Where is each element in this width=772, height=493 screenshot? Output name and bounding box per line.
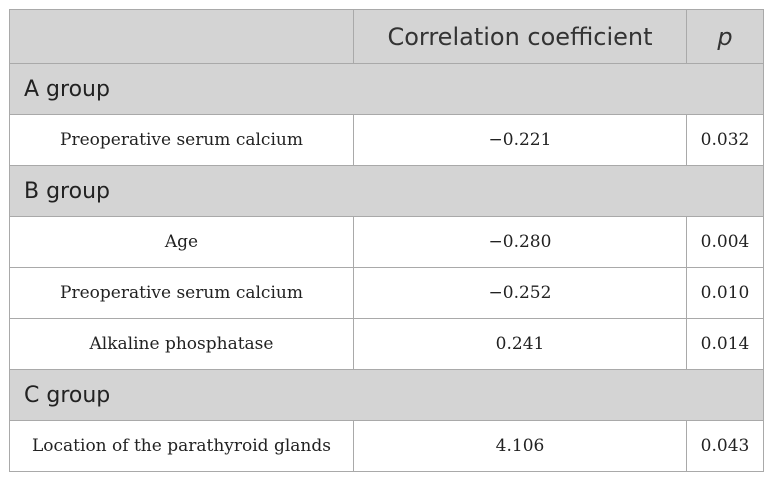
variable-cell: Preoperative serum calcium	[9, 114, 354, 166]
p-value-cell: 0.014	[686, 318, 764, 370]
p-value-cell: 0.043	[686, 420, 764, 472]
header-row: Correlation coefficient p	[9, 9, 764, 64]
variable-cell: Preoperative serum calcium	[9, 267, 354, 319]
correlation-table: Correlation coefficient p A group Preope…	[9, 9, 764, 472]
group-label: B group	[9, 165, 764, 217]
group-row-b: B group	[9, 165, 764, 217]
table-row: Age −0.280 0.004	[9, 216, 764, 268]
group-label: A group	[9, 63, 764, 115]
header-correlation-coefficient: Correlation coefficient	[353, 9, 687, 64]
group-row-a: A group	[9, 63, 764, 115]
correlation-cell: −0.280	[353, 216, 687, 268]
correlation-cell: −0.252	[353, 267, 687, 319]
correlation-cell: 0.241	[353, 318, 687, 370]
table-row: Preoperative serum calcium −0.221 0.032	[9, 114, 764, 166]
p-value-cell: 0.004	[686, 216, 764, 268]
correlation-cell: −0.221	[353, 114, 687, 166]
variable-cell: Location of the parathyroid glands	[9, 420, 354, 472]
correlation-cell: 4.106	[353, 420, 687, 472]
table-row: Location of the parathyroid glands 4.106…	[9, 420, 764, 472]
variable-cell: Alkaline phosphatase	[9, 318, 354, 370]
header-p-value: p	[686, 9, 764, 64]
group-row-c: C group	[9, 369, 764, 421]
table-row: Preoperative serum calcium −0.252 0.010	[9, 267, 764, 319]
p-value-cell: 0.010	[686, 267, 764, 319]
table-row: Alkaline phosphatase 0.241 0.014	[9, 318, 764, 370]
p-value-cell: 0.032	[686, 114, 764, 166]
group-label: C group	[9, 369, 764, 421]
header-variable	[9, 9, 354, 64]
variable-cell: Age	[9, 216, 354, 268]
